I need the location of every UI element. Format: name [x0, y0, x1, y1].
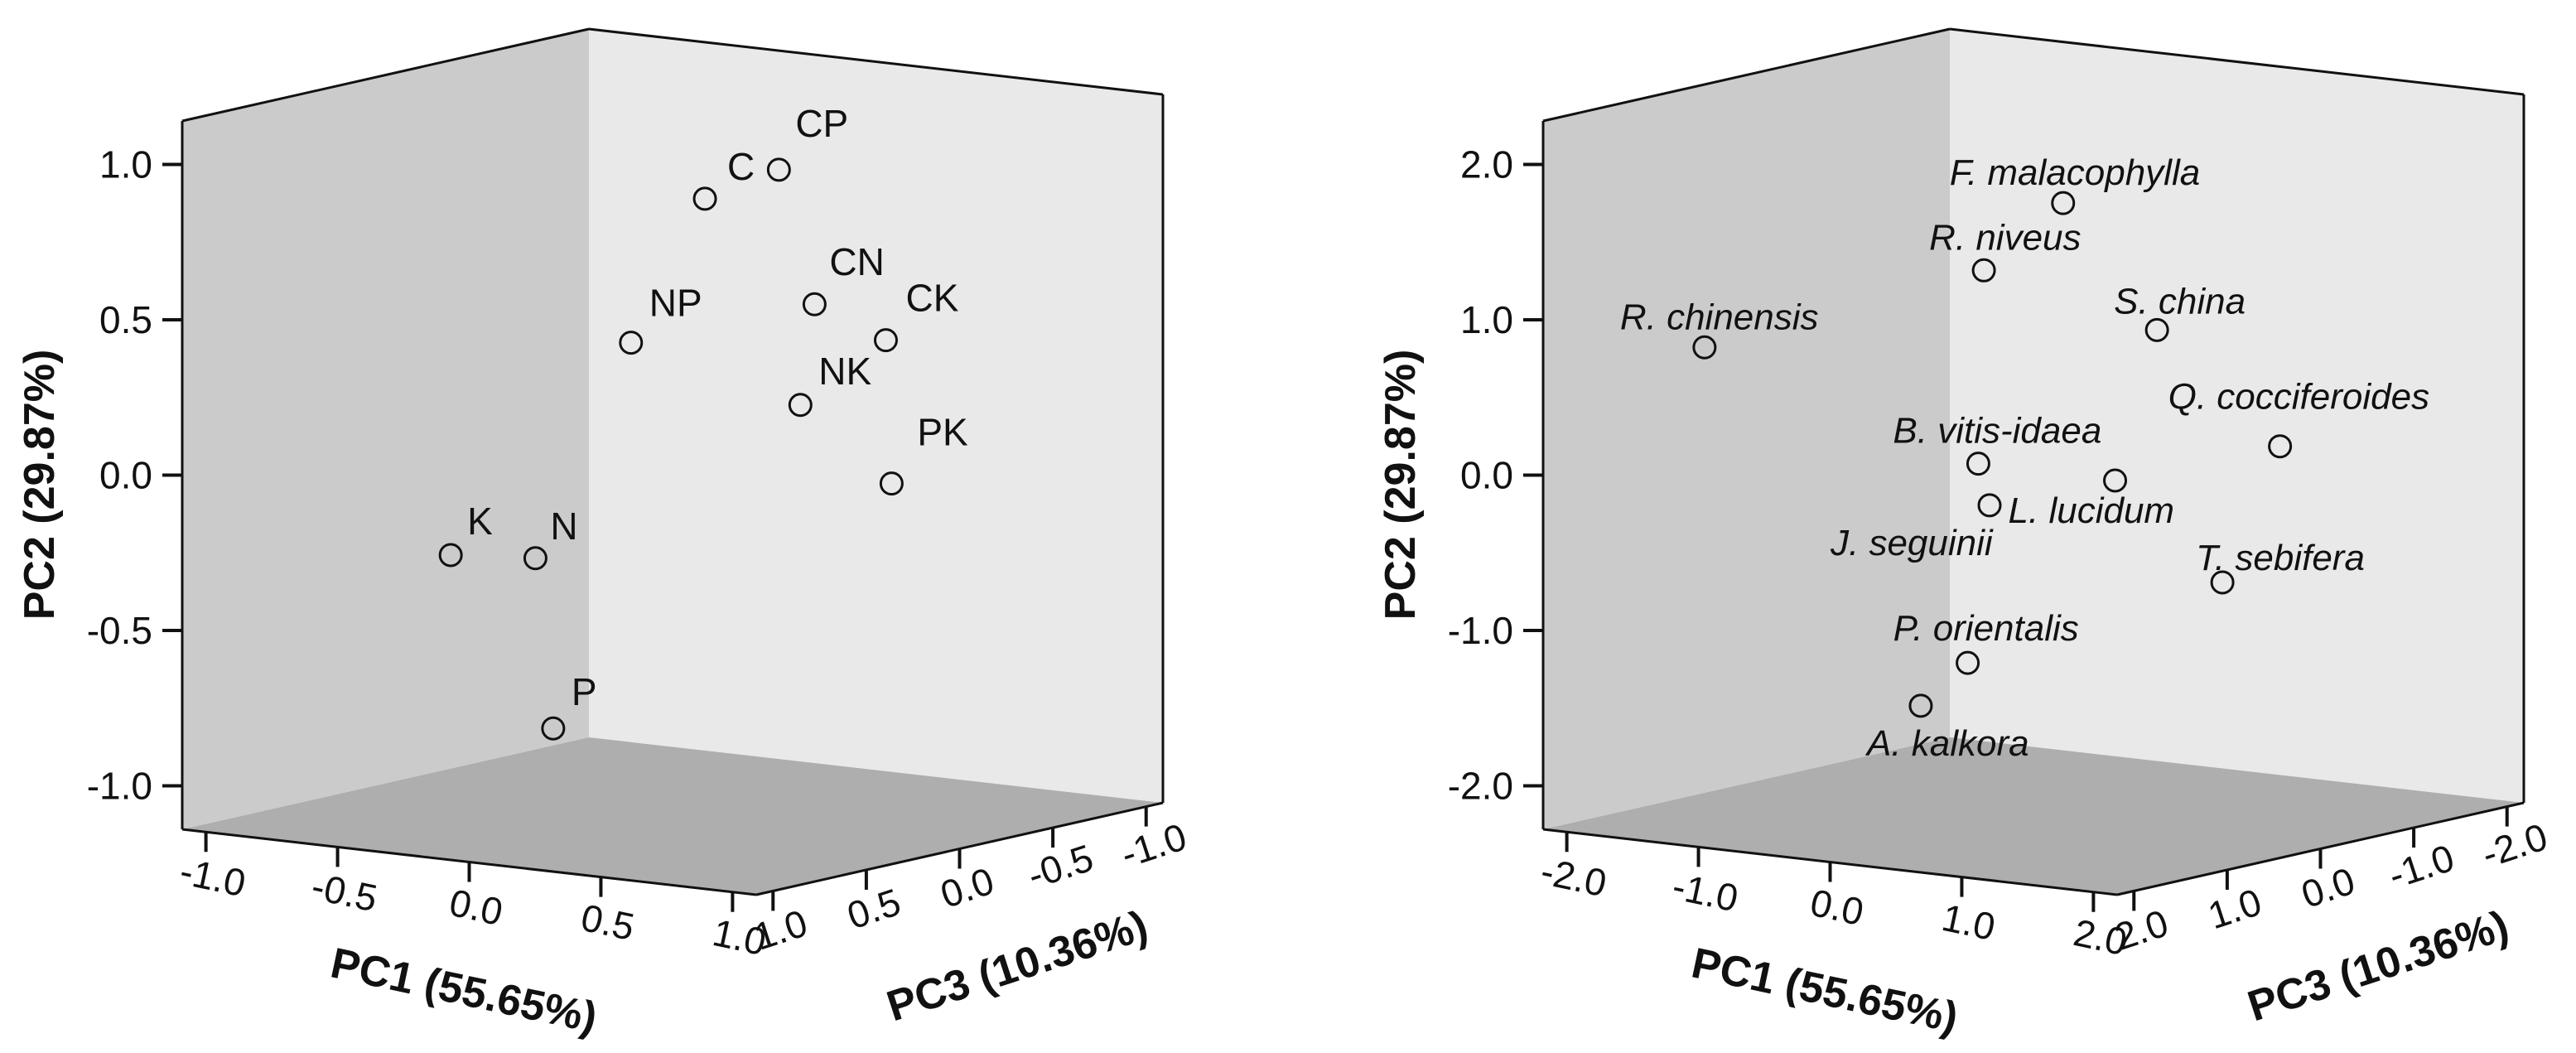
pc3-tick-label: 0.5: [842, 880, 905, 937]
pc3-axis-title: PC3 (10.36%): [881, 901, 1154, 1031]
pc1-tick-label: -1.0: [176, 849, 249, 905]
box-floor: [1543, 737, 2524, 895]
data-point-label: F. malacophylla: [1950, 152, 2200, 193]
pc3-axis-title: PC3 (10.36%): [2242, 901, 2515, 1031]
box-wall-left: [182, 29, 589, 829]
pc3-tick-label: 0.0: [2296, 859, 2360, 916]
box-wall-right: [589, 29, 1163, 803]
data-point-marker: [2051, 191, 2076, 215]
pc1-tick-label: 0.0: [1807, 881, 1867, 934]
pc1-tick-label: 0.5: [577, 896, 638, 949]
data-point-label: J. seguinii: [1830, 523, 1994, 563]
box-edge-top-right: [1949, 27, 2525, 96]
box-floor: [182, 737, 1163, 895]
pc2-tick-label: -1.0: [87, 765, 152, 808]
pc1-axis-title: PC1 (55.65%): [326, 939, 601, 1043]
box-edge-top-left: [1542, 27, 1951, 123]
data-point-marker: [879, 471, 904, 496]
data-point-label: CN: [829, 240, 884, 283]
data-point-marker: [766, 157, 791, 182]
pc3-tick-label: 1.0: [2202, 880, 2266, 937]
pc2-tick-label: 0.0: [99, 454, 152, 497]
pc2-tick-label: 2.0: [1460, 143, 1513, 186]
data-point-label: NP: [649, 282, 702, 325]
pc3-tick-label: -1.0: [1116, 814, 1191, 876]
pc3-tick-label: -1.0: [2383, 836, 2458, 897]
pc2-tick-label: -2.0: [1448, 765, 1513, 808]
data-point-label: Q. cocciferoides: [2168, 377, 2429, 418]
data-point-marker: [523, 546, 548, 571]
data-point-marker: [619, 331, 644, 355]
data-point-label: B. vitis-idaea: [1893, 411, 2101, 452]
pc1-tick-label: -0.5: [308, 864, 381, 920]
data-point-marker: [1971, 258, 1996, 283]
data-point-marker: [788, 393, 813, 418]
data-point-marker: [802, 292, 827, 316]
data-point-label: CK: [905, 277, 958, 320]
pc2-tick-label: 1.0: [99, 143, 152, 186]
data-point-marker: [1956, 650, 1980, 675]
pc2-tick-label: 0.0: [1460, 454, 1513, 497]
data-point-label: N: [550, 505, 577, 548]
data-point-marker: [541, 716, 566, 741]
data-point-marker: [2103, 468, 2128, 493]
pc2-axis-title: PC2 (29.87%): [16, 350, 64, 621]
pc1-tick-label: 1.0: [709, 911, 769, 964]
data-point-label: P. orientalis: [1893, 608, 2079, 649]
data-point-marker: [692, 186, 717, 211]
pc3-tick-label: 0.0: [935, 859, 999, 916]
data-point-label: PK: [917, 411, 968, 454]
pc2-tick-label: 0.5: [99, 298, 152, 341]
pca-panel-pca-treatments: 1.0 0.5 0.0 -0.5 -1.0 PC2 (29.87%) -1.0 -0.5 0.0…: [16, 27, 1192, 1043]
pc1-tick-label: -2.0: [1537, 849, 1610, 905]
pc1-tick-label: 1.0: [1938, 896, 1999, 949]
box-edge-top-left: [181, 27, 590, 123]
box-wall-left: [1543, 29, 1950, 829]
box-edge-top-right: [588, 27, 1164, 96]
data-point-marker: [2144, 317, 2169, 342]
pca-panel-pca-species: 2.0 1.0 0.0 -1.0 -2.0 PC2 (29.87%) -2.0 -1.0 0.0…: [1377, 27, 2553, 1043]
data-point-label: R. niveus: [1929, 217, 2081, 258]
pc1-tick-label: 0.0: [446, 881, 506, 934]
pc3-tick-label: -0.5: [1022, 836, 1097, 897]
pc2-tick-label: -1.0: [1448, 609, 1513, 652]
data-point-marker: [1966, 452, 1990, 476]
pc1-tick-label: -1.0: [1669, 864, 1742, 920]
box-wall-right: [1950, 29, 2524, 803]
pc2-axis-title: PC2 (29.87%): [1377, 350, 1425, 621]
data-point-marker: [2268, 434, 2293, 459]
data-point-label: T. sebifera: [2196, 538, 2365, 578]
data-point-label: NK: [818, 350, 871, 393]
data-point-label: C: [727, 145, 755, 188]
data-point-marker: [2210, 570, 2235, 595]
data-point-label: K: [467, 500, 493, 543]
data-point-label: L. lucidum: [2009, 490, 2175, 531]
pc1-axis-title: PC1 (55.65%): [1687, 939, 1962, 1043]
pc1-tick-label: 2.0: [2070, 911, 2130, 964]
pc2-tick-label: 1.0: [1460, 298, 1513, 341]
data-point-label: CP: [795, 102, 848, 145]
data-point-label: A. kalkora: [1864, 723, 2029, 764]
data-point-marker: [1692, 335, 1717, 360]
data-point-label: R. chinensis: [1620, 297, 1819, 337]
pc3-tick-label: -2.0: [2477, 814, 2552, 876]
data-point-marker: [873, 328, 898, 353]
data-point-marker: [1908, 693, 1933, 718]
data-point-label: P: [572, 670, 597, 713]
data-point-label: S. china: [2114, 281, 2246, 321]
data-point-marker: [438, 543, 463, 568]
pc2-tick-label: -0.5: [87, 609, 152, 652]
data-point-marker: [1977, 493, 2002, 518]
